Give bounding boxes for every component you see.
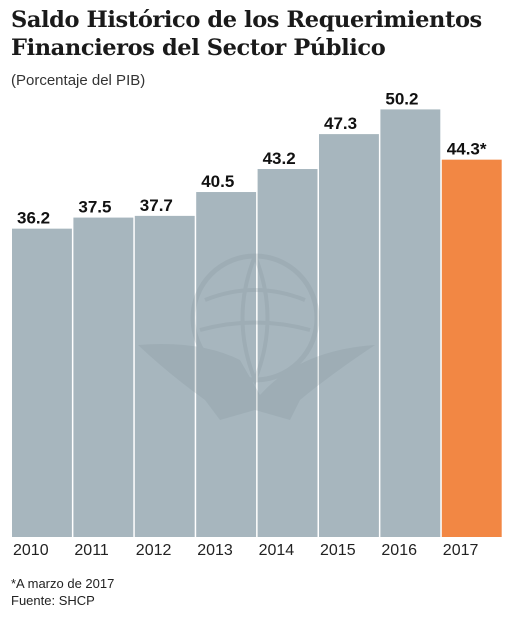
bar-2011 — [73, 217, 134, 538]
x-tick-label-2010: 2010 — [13, 542, 49, 559]
value-label-2011: 37.5 — [78, 198, 111, 217]
x-tick-label-2016: 2016 — [381, 542, 417, 559]
bar-2015 — [319, 134, 379, 538]
bar-2010 — [12, 228, 72, 537]
footnote-asterisk: *A marzo de 2017 — [11, 576, 115, 591]
value-label-2013: 40.5 — [201, 172, 234, 191]
bar-2016 — [380, 109, 441, 538]
eagle-watermark-icon — [138, 253, 375, 420]
bar-2017 — [441, 159, 502, 538]
title-line-1: Saldo Histórico de los Requerimientos — [11, 7, 482, 33]
value-label-2012: 37.7 — [140, 196, 173, 215]
chart-title: Saldo Histórico de los Requerimientos Fi… — [11, 6, 511, 62]
bars-group — [12, 109, 502, 538]
value-label-2014: 43.2 — [263, 149, 296, 168]
value-label-2010: 36.2 — [17, 209, 50, 228]
bar-2013 — [196, 192, 257, 537]
source-note: Fuente: SHCP — [11, 593, 95, 608]
value-label-2016: 50.2 — [385, 89, 418, 108]
chart-subtitle: (Porcentaje del PIB) — [11, 72, 146, 89]
x-tick-label-2012: 2012 — [136, 542, 172, 559]
value-labels-group: 36.2 37.5 37.7 40.5 43.2 47.3 50.2 44.3* — [17, 89, 487, 227]
footnotes: *A marzo de 2017 Fuente: SHCP — [11, 575, 114, 609]
bar-chart: 36.237.5 37.740.543.247.350.244.3* 2010 20… — [12, 89, 502, 559]
bar-2014 — [257, 169, 318, 537]
value-label-2015: 47.3 — [324, 114, 357, 133]
x-tick-label-2014: 2014 — [259, 542, 295, 559]
bar-2012 — [134, 215, 195, 537]
x-tick-labels-group: 2010 2011 2012 2013 2014 2015 2016 2017 — [13, 542, 478, 559]
x-tick-label-2013: 2013 — [197, 542, 233, 559]
x-tick-label-2017: 2017 — [443, 542, 479, 559]
title-line-2: Financieros del Sector Público — [11, 35, 386, 61]
value-label-2017: 44.3* — [447, 140, 487, 159]
x-tick-label-2015: 2015 — [320, 542, 356, 559]
x-tick-label-2011: 2011 — [74, 542, 109, 559]
